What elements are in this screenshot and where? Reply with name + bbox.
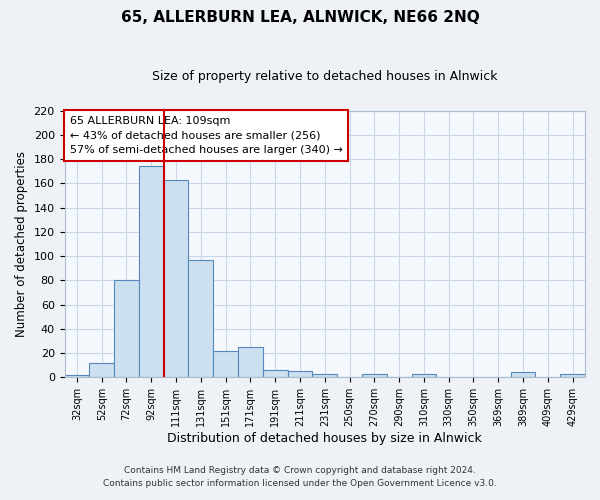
- Bar: [238, 347, 263, 378]
- Title: Size of property relative to detached houses in Alnwick: Size of property relative to detached ho…: [152, 70, 497, 83]
- Bar: [511, 372, 535, 378]
- Bar: [164, 180, 188, 378]
- Text: Contains HM Land Registry data © Crown copyright and database right 2024.
Contai: Contains HM Land Registry data © Crown c…: [103, 466, 497, 487]
- Bar: [114, 280, 139, 378]
- Bar: [65, 375, 89, 378]
- Bar: [560, 374, 585, 378]
- Text: 65, ALLERBURN LEA, ALNWICK, NE66 2NQ: 65, ALLERBURN LEA, ALNWICK, NE66 2NQ: [121, 10, 479, 25]
- Bar: [213, 350, 238, 378]
- Bar: [188, 260, 213, 378]
- Bar: [263, 370, 287, 378]
- Bar: [412, 374, 436, 378]
- Bar: [89, 363, 114, 378]
- Bar: [362, 374, 387, 378]
- Bar: [139, 166, 164, 378]
- X-axis label: Distribution of detached houses by size in Alnwick: Distribution of detached houses by size …: [167, 432, 482, 445]
- Y-axis label: Number of detached properties: Number of detached properties: [15, 151, 28, 337]
- Bar: [287, 372, 313, 378]
- Bar: [313, 374, 337, 378]
- Text: 65 ALLERBURN LEA: 109sqm
← 43% of detached houses are smaller (256)
57% of semi-: 65 ALLERBURN LEA: 109sqm ← 43% of detach…: [70, 116, 343, 156]
